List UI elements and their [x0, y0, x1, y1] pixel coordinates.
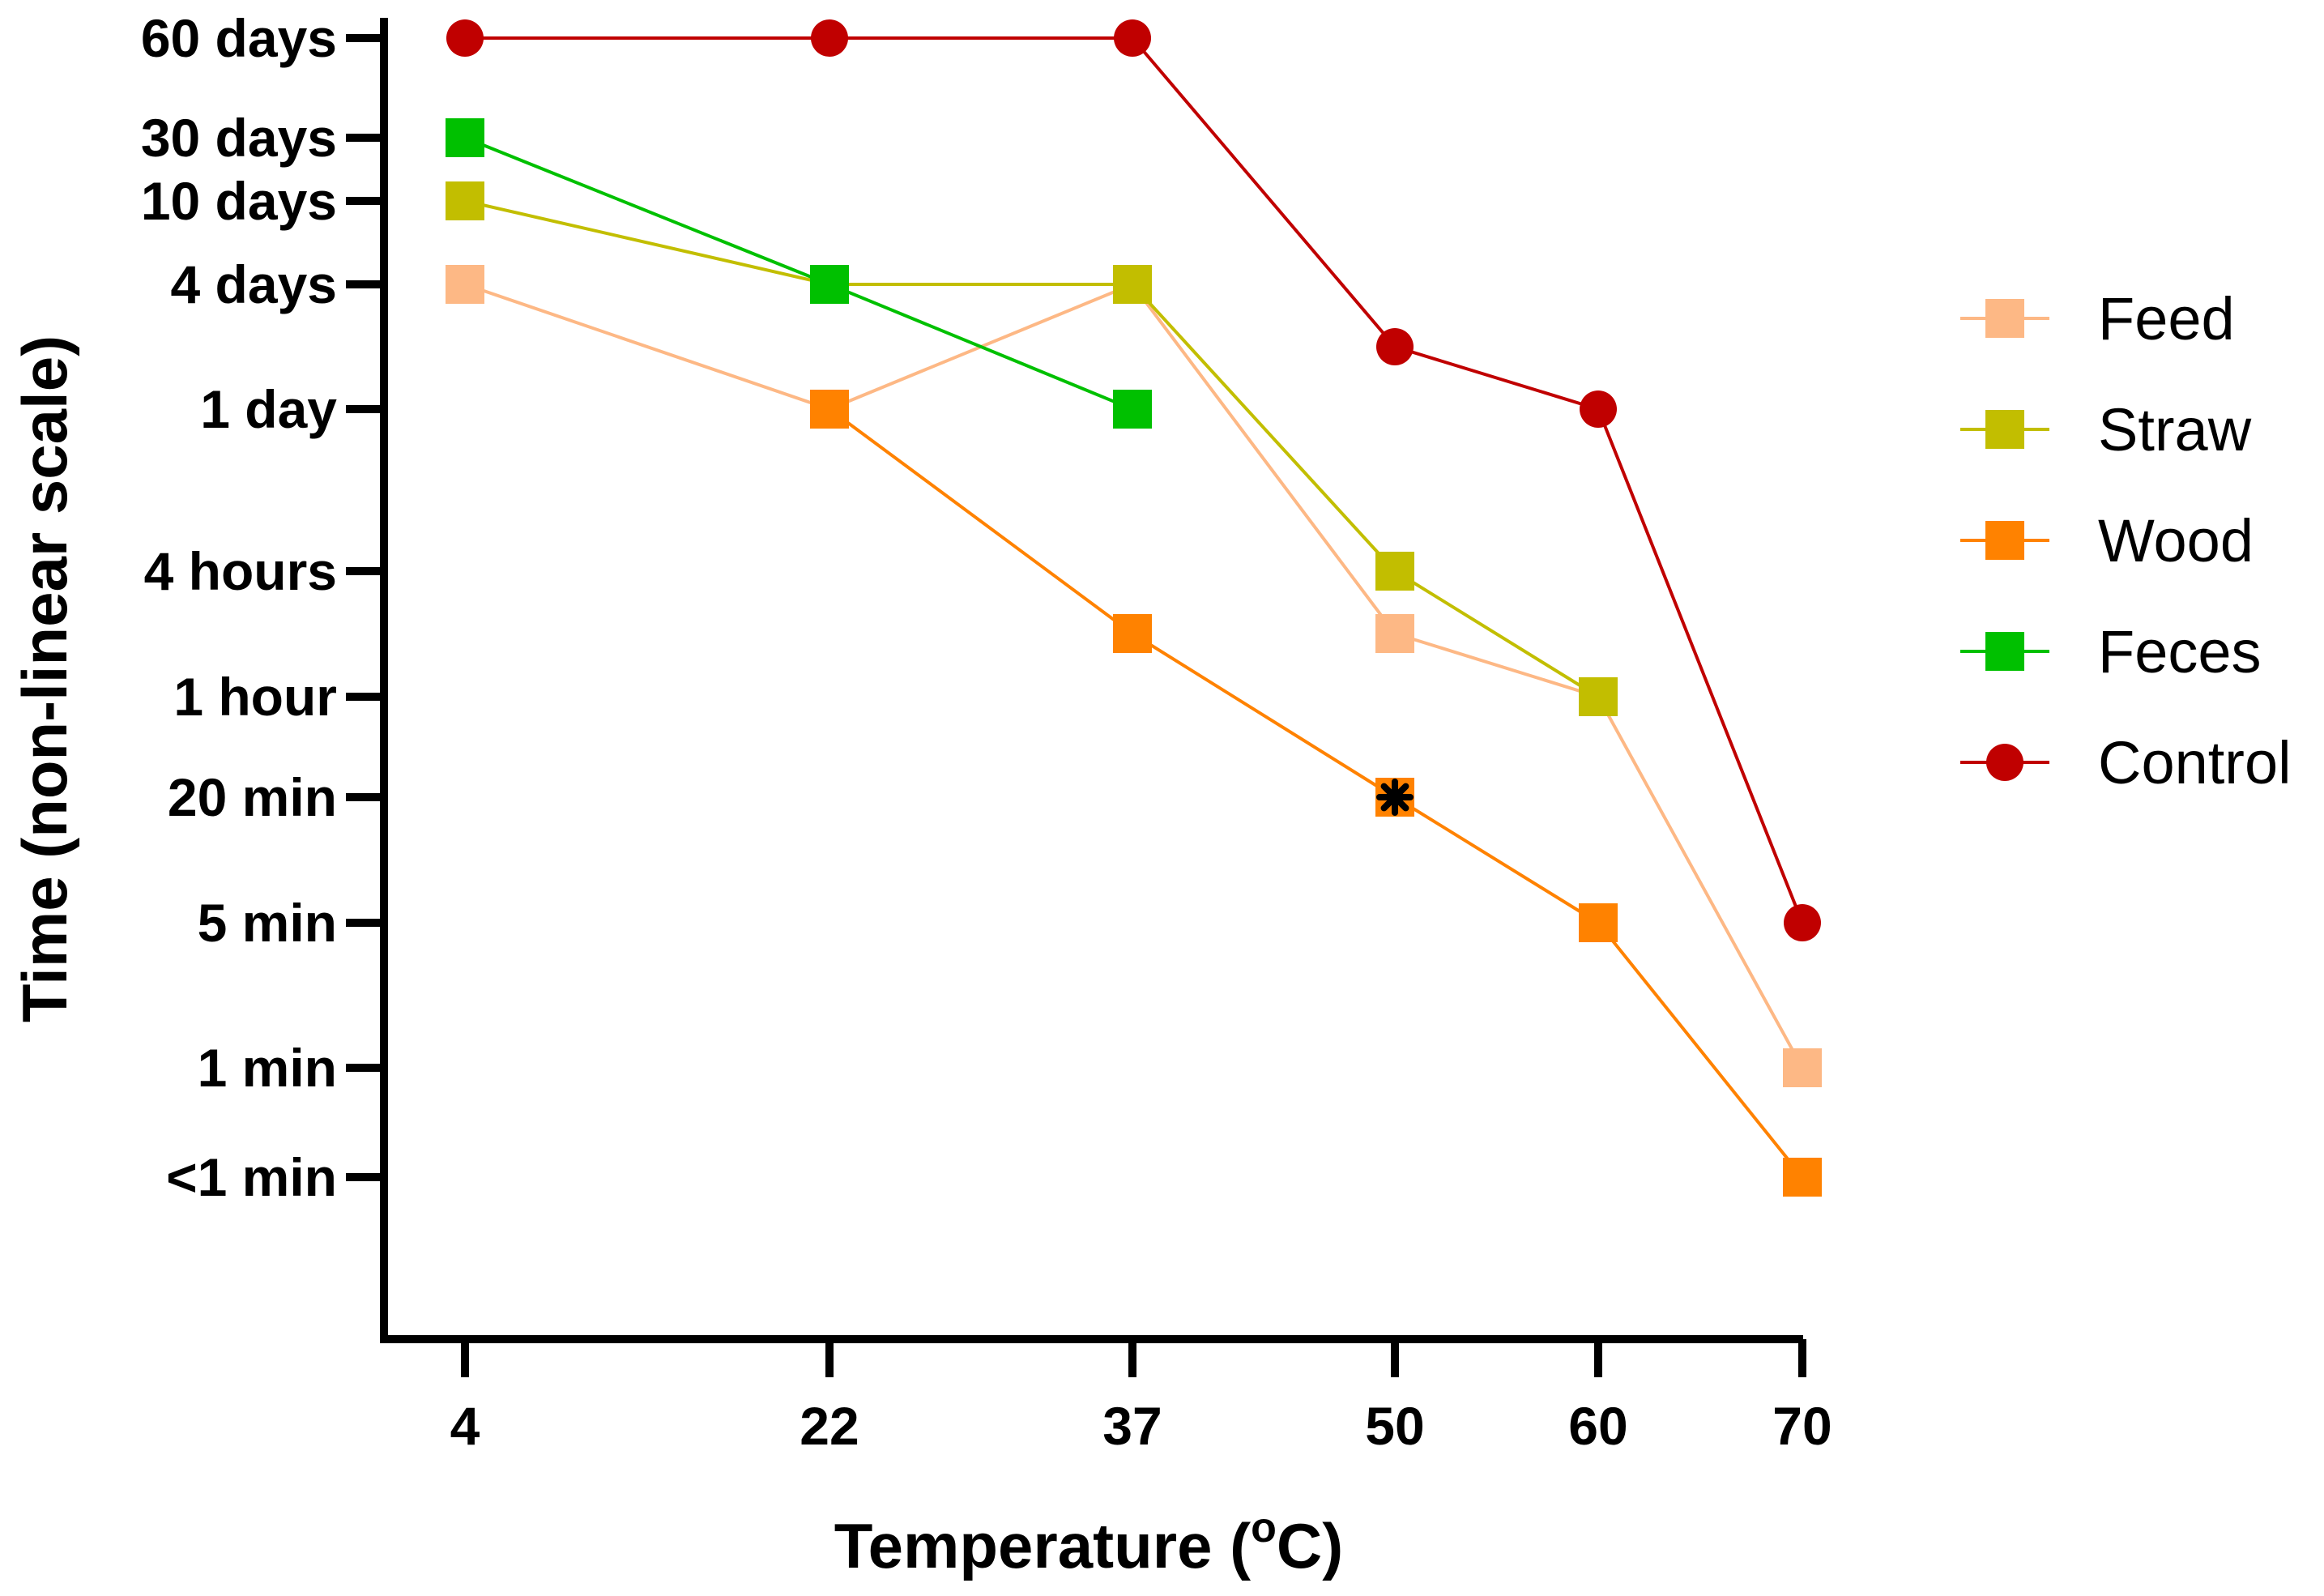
annotations: [1376, 779, 1414, 816]
y-tick-label: 30 days: [141, 108, 337, 168]
data-point-control: [1580, 390, 1617, 428]
data-point-wood: [1783, 1158, 1822, 1197]
data-point-straw: [1375, 552, 1414, 591]
legend-marker: [1985, 632, 2024, 671]
legend-item-feed: Feed: [1960, 285, 2235, 352]
legend-marker: [1986, 744, 2023, 781]
y-tick-label: 1 day: [200, 379, 337, 439]
data-point-feed: [446, 265, 484, 304]
x-tick-label: 50: [1365, 1396, 1424, 1456]
y-tick-label: <1 min: [166, 1147, 337, 1207]
x-tick-label: 37: [1102, 1396, 1162, 1456]
legend-item-control: Control: [1960, 729, 2292, 796]
legend-marker: [1985, 410, 2024, 449]
data-point-feces: [1113, 390, 1152, 429]
data-point-feed: [1783, 1048, 1822, 1087]
data-point-feed: [1375, 614, 1414, 653]
legend-label: Feed: [2098, 285, 2235, 352]
data-point-wood: [1579, 903, 1618, 942]
legend: Feed Straw Wood Feces Control: [1960, 285, 2292, 796]
data-point-straw: [1579, 677, 1618, 716]
legend-item-straw: Straw: [1960, 396, 2252, 463]
axes: [380, 18, 1803, 1343]
y-tick-label: 1 min: [198, 1038, 337, 1098]
x-tick-label: 60: [1568, 1396, 1627, 1456]
legend-label: Feces: [2098, 618, 2262, 685]
y-tick-label: 4 days: [171, 254, 337, 314]
legend-label: Straw: [2098, 396, 2252, 463]
legend-marker: [1985, 299, 2024, 338]
x-axis-title-superscript: o: [1251, 1504, 1277, 1551]
data-point-wood: [810, 390, 849, 429]
legend-label: Wood: [2098, 507, 2254, 574]
y-tick-label: 1 hour: [173, 667, 337, 727]
data-point-control: [1376, 328, 1414, 365]
x-tick-label: 70: [1772, 1396, 1831, 1456]
x-tick-label: 4: [450, 1396, 480, 1456]
x-axis-title-part-after: C): [1277, 1510, 1343, 1581]
data-point-control: [446, 19, 484, 57]
data-point-feces: [810, 265, 849, 304]
data-point-straw: [1113, 265, 1152, 304]
x-axis-title: Temperature (oC): [834, 1504, 1343, 1581]
y-tick-label: 10 days: [141, 171, 337, 231]
series-line-straw: [464, 199, 1600, 698]
data-point-wood: [1113, 614, 1152, 653]
y-tick-label: 4 hours: [144, 541, 337, 601]
asterisk-stroke: [1380, 783, 1409, 812]
legend-marker: [1985, 521, 2024, 560]
data-point-control: [811, 19, 848, 57]
y-tick-label: 60 days: [141, 8, 337, 68]
y-tick-label: 20 min: [168, 767, 337, 827]
series-lines: [464, 36, 1804, 1179]
series-markers: [446, 19, 1822, 1197]
series-line-feces: [464, 136, 1133, 411]
series-line-wood: [828, 408, 1804, 1179]
data-point-control: [1114, 19, 1151, 57]
annotation-asterisk: [1376, 779, 1414, 816]
data-point-feces: [446, 118, 484, 157]
legend-label: Control: [2098, 729, 2292, 796]
y-axis-title: Time (non-linear scale): [9, 335, 80, 1022]
x-axis-title-part-before: Temperature (: [834, 1510, 1251, 1581]
data-point-straw: [446, 181, 484, 220]
data-point-control: [1784, 904, 1821, 941]
series-layer: [446, 19, 1822, 1197]
series-line-control: [465, 36, 1804, 924]
legend-item-feces: Feces: [1960, 618, 2262, 685]
series-line-feed: [464, 283, 1804, 1069]
y-tick-label: 5 min: [198, 893, 337, 953]
x-tick-label: 22: [800, 1396, 859, 1456]
legend-item-wood: Wood: [1960, 507, 2254, 574]
x-ticks: 4 22 37 50 60 70: [450, 1339, 1832, 1456]
